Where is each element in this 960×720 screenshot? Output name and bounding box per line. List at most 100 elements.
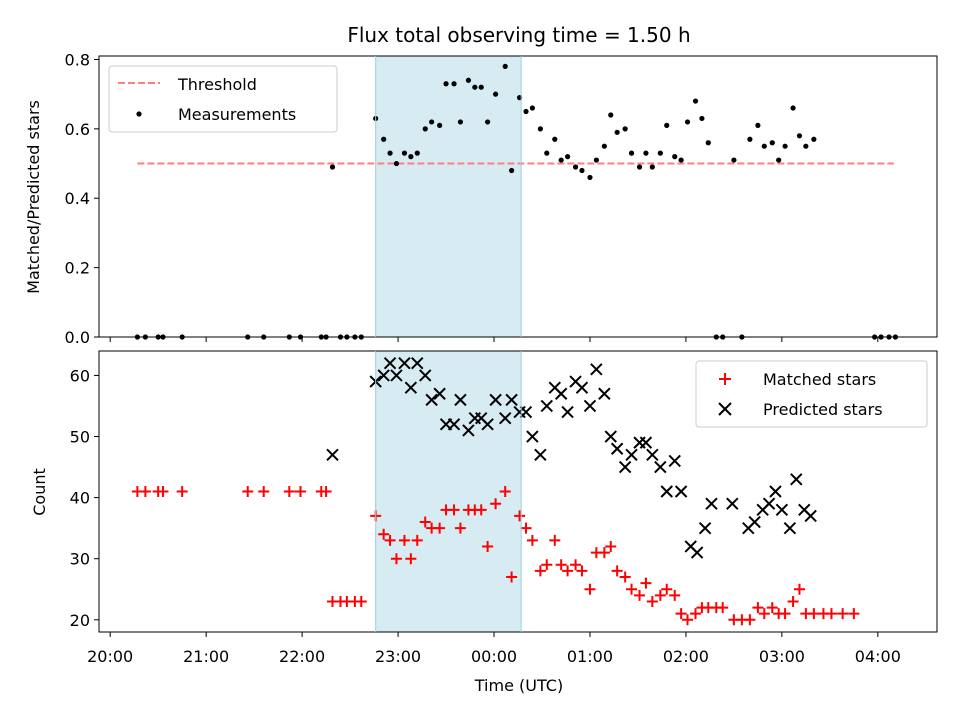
predicted-stars-point — [519, 405, 533, 419]
predicted-stars-point — [639, 436, 653, 449]
matched-stars-point — [526, 534, 538, 546]
predicted-stars-point — [526, 430, 539, 443]
y-tick-label: 50 — [70, 428, 90, 447]
matched-stars-point — [355, 595, 367, 607]
measurement-point — [493, 91, 499, 97]
measurement-point — [649, 164, 655, 170]
matched-stars-point — [157, 486, 169, 497]
measurement-point — [422, 126, 428, 132]
ratio-panel: 0.00.20.40.60.8 Matched/Predicted stars … — [24, 50, 938, 347]
matched-stars-point — [434, 522, 446, 534]
predicted-stars-point — [769, 485, 782, 498]
matched-stars-point — [611, 565, 623, 577]
measurement-point — [465, 77, 472, 83]
matched-stars-point — [378, 528, 390, 540]
predicted-legend-label: Predicted stars — [763, 400, 883, 419]
measurement-point — [608, 112, 614, 118]
matched-stars-point — [619, 571, 631, 583]
y-tick-label: 60 — [70, 366, 90, 385]
measurement-point — [485, 119, 491, 125]
matched-stars-point — [411, 534, 423, 546]
measurement-point — [529, 105, 535, 111]
predicted-stars-point — [748, 515, 761, 529]
ratio-shaded-interval — [375, 56, 522, 337]
matched-stars-point — [555, 559, 567, 571]
matched-stars-point — [541, 559, 553, 571]
measurement-point — [755, 122, 761, 128]
matched-stars-point — [176, 486, 188, 497]
measurement-point — [381, 136, 387, 142]
matched-stars-point — [640, 577, 652, 589]
ratio-legend-box — [108, 65, 338, 133]
matched-stars-point — [419, 516, 431, 528]
predicted-stars-point — [660, 485, 673, 498]
measurement-point — [699, 115, 705, 122]
matched-stars-point — [570, 559, 582, 571]
predicted-stars-point — [674, 485, 688, 498]
predicted-stars-point — [598, 387, 611, 400]
matched-stars-point — [454, 522, 466, 534]
measurement-point — [643, 150, 649, 156]
x-tick-label: 21:00 — [183, 647, 229, 666]
measurement-point — [636, 164, 643, 170]
matched-stars-point — [390, 553, 402, 565]
matched-stars-point — [787, 595, 799, 607]
matched-stars-point — [793, 583, 805, 595]
predicted-stars-point — [654, 460, 667, 474]
measurement-point — [601, 143, 607, 149]
x-tick-label: 22:00 — [279, 647, 325, 666]
matched-stars-point — [534, 565, 546, 577]
measurement-point — [408, 154, 414, 160]
predicted-stars-point — [690, 546, 704, 559]
matched-stars-point — [669, 589, 681, 601]
matched-stars-point — [717, 602, 729, 614]
predicted-stars-point — [534, 448, 547, 462]
ratio-axes-frame — [98, 55, 938, 338]
measurement-point — [790, 105, 796, 111]
measurement-point — [472, 84, 478, 90]
y-tick-label: 0.4 — [65, 189, 90, 208]
y-tick-label: 30 — [70, 550, 90, 569]
predicted-stars-point — [783, 521, 797, 535]
predicted-stars-point — [419, 369, 432, 382]
predicted-stars-point — [610, 442, 624, 455]
matched-stars-point — [490, 498, 502, 510]
predicted-stars-point — [590, 363, 603, 376]
measurement-point — [401, 150, 408, 156]
matched-stars-point — [562, 565, 574, 577]
measurement-point — [429, 119, 435, 125]
matched-stars-point — [584, 583, 596, 595]
matched-stars-point — [499, 486, 511, 497]
predicted-stars-point — [462, 424, 475, 437]
measurement-point — [457, 119, 464, 125]
matched-stars-point — [598, 547, 610, 559]
x-tick-label: 20:00 — [87, 647, 133, 666]
measurement-point — [776, 157, 782, 163]
measurement-point — [678, 157, 684, 163]
measurement-point — [692, 98, 699, 104]
measurement-point — [782, 143, 788, 149]
matched-stars-point — [808, 608, 820, 620]
x-tick-label: 02:00 — [663, 647, 709, 666]
y-tick-label: 0.0 — [65, 328, 90, 347]
measurement-point — [672, 154, 678, 160]
measurement-point — [664, 122, 670, 128]
count-legend-box — [695, 360, 928, 428]
matched-stars-point — [448, 504, 460, 516]
measurement-point — [387, 150, 393, 156]
matched-stars-point — [549, 534, 561, 546]
matched-stars-point — [690, 608, 702, 620]
measurement-point — [451, 81, 457, 87]
predicted-stars-point — [646, 448, 659, 462]
measurement-point — [803, 143, 809, 149]
predicted-stars-point — [625, 448, 638, 462]
predicted-stars-point — [489, 393, 502, 407]
measurement-point — [443, 81, 449, 87]
matched-stars-point — [295, 486, 307, 497]
predicted-stars-point — [454, 393, 467, 407]
matched-stars-point — [283, 486, 295, 497]
matched-stars-point — [398, 534, 410, 546]
x-tick-label: 04:00 — [855, 647, 901, 666]
predicted-stars-point — [433, 387, 446, 400]
